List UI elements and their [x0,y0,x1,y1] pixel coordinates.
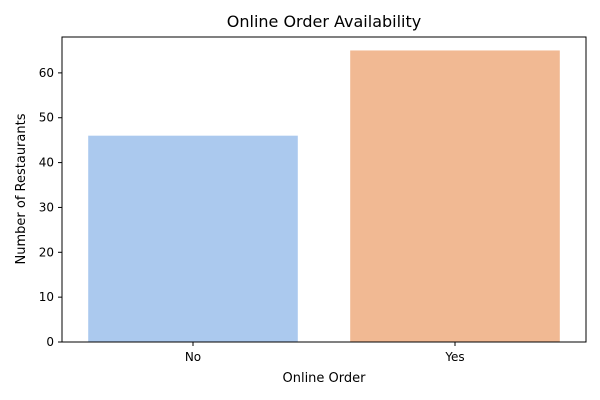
x-axis: No Yes [185,342,465,364]
y-tick-label: 50 [39,111,54,125]
bar-no [88,135,298,342]
y-tick-label: 60 [39,66,54,80]
y-axis: 0 10 20 30 40 50 60 [39,66,62,349]
y-tick-label: 40 [39,156,54,170]
y-tick-label: 30 [39,200,54,214]
bars-group [88,50,560,343]
y-tick-label: 10 [39,290,54,304]
x-tick-label: Yes [444,350,464,364]
y-tick-label: 20 [39,245,54,259]
y-axis-label: Number of Restaurants [14,113,29,264]
x-axis-label: Online Order [282,371,366,386]
plot-frame [61,36,587,343]
bar-yes [350,50,560,343]
x-tick-label: No [185,350,201,364]
chart-title: Online Order Availability [227,12,421,31]
y-tick-label: 0 [46,335,54,349]
